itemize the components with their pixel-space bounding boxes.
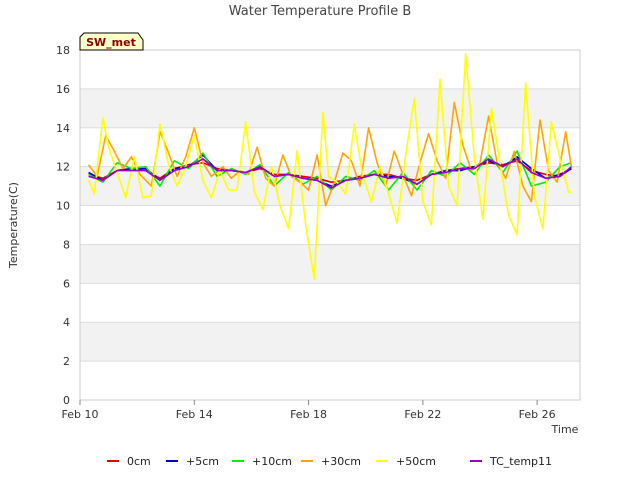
plot-band <box>80 244 580 284</box>
series-line-30cm <box>87 101 573 207</box>
legend-label: +50cm <box>396 455 436 468</box>
site-badge-label: SW_met <box>86 36 136 49</box>
x-tick-label: Feb 26 <box>519 408 556 421</box>
plot-band <box>80 88 580 128</box>
x-axis-label: Time <box>551 423 579 436</box>
y-tick-label: 10 <box>56 200 70 213</box>
series-line-5cm <box>88 154 572 187</box>
y-tick-label: 6 <box>63 277 70 290</box>
y-tick-label: 2 <box>63 355 70 368</box>
legend-label: TC_temp11 <box>489 455 552 468</box>
y-axis-label: Temperature(C) <box>7 182 20 269</box>
legend-label: +5cm <box>186 455 219 468</box>
legend-label: +30cm <box>321 455 361 468</box>
site-badge-box <box>79 32 144 51</box>
legend-label: 0cm <box>127 455 151 468</box>
y-tick-label: 16 <box>56 83 70 96</box>
series-line-tctemp11 <box>88 158 572 189</box>
series-lines <box>87 53 573 281</box>
y-tick-label: 18 <box>56 44 70 57</box>
x-tick-label: Feb 14 <box>176 408 213 421</box>
y-tick-label: 4 <box>63 316 70 329</box>
x-axis-ticks: Feb 10 Feb 14 Feb 18 Feb 22 Feb 26 <box>62 400 556 421</box>
x-tick-label: Feb 18 <box>290 408 327 421</box>
plot-frame <box>79 49 581 401</box>
legend-label: +10cm <box>252 455 292 468</box>
series-line-50cm <box>87 53 572 281</box>
y-axis-ticks: 0 2 4 6 8 10 12 14 16 18 <box>56 44 70 407</box>
y-tick-label: 12 <box>56 161 70 174</box>
legend: 0cm +5cm +10cm +30cm +50cm TC_temp11 <box>107 455 552 468</box>
chart-title: Water Temperature Profile B <box>229 4 412 19</box>
site-badge: SW_met <box>79 32 144 51</box>
plot-background-bands <box>80 88 580 362</box>
y-tick-label: 0 <box>63 394 70 407</box>
x-tick-label: Feb 22 <box>404 408 441 421</box>
y-tick-label: 14 <box>56 122 70 135</box>
plot-band <box>80 322 580 362</box>
y-tick-label: 8 <box>63 238 70 251</box>
x-tick-label: Feb 10 <box>62 408 99 421</box>
